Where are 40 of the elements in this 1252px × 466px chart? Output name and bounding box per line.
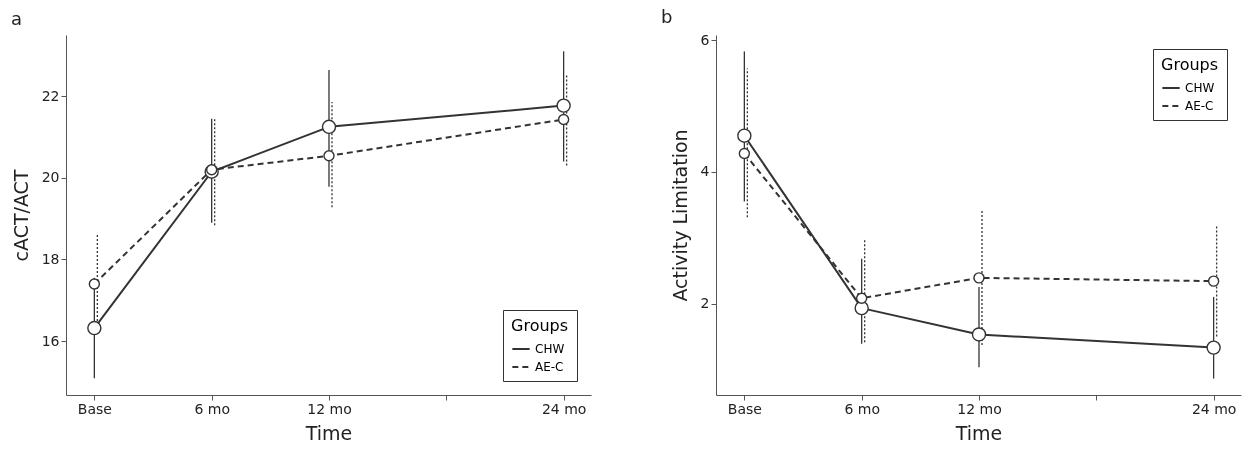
x-tick-label: 6 mo [844, 400, 880, 417]
x-tick-label: 24 mo [541, 400, 587, 417]
legend-label: AE-C [1185, 99, 1214, 113]
point [973, 272, 985, 284]
legend-label: CHW [535, 342, 565, 356]
y-tick-label: 18 [41, 250, 60, 267]
y-axis-title: cACT/ACT [9, 169, 32, 262]
legend-title: Groups [1161, 55, 1219, 74]
legend-label: AE-C [535, 360, 564, 374]
point [738, 147, 751, 160]
legend-title: Groups [511, 316, 569, 335]
x-tick-label: 12 mo [957, 400, 1002, 417]
point [88, 278, 101, 290]
point [855, 292, 868, 304]
x-tick-label: 6 mo [194, 400, 230, 417]
point [321, 119, 337, 135]
y-tick-label: 2 [700, 295, 710, 312]
point [556, 98, 571, 113]
x-tick-label: 24 mo [1191, 400, 1237, 417]
x-axis-title: Time [304, 421, 353, 444]
chart-title: a [11, 8, 23, 29]
chart-title: b [661, 6, 673, 28]
point [557, 113, 570, 126]
x-axis-title: Time [954, 421, 1003, 444]
x-tick-label: 12 mo [307, 400, 352, 417]
point [971, 327, 987, 342]
point [87, 320, 102, 336]
y-tick-label: 20 [41, 169, 60, 186]
point [1207, 275, 1220, 287]
x-tick-label: Base [77, 400, 112, 417]
y-tick-label: 6 [700, 31, 710, 48]
point [323, 150, 335, 162]
x-tick-label: Base [727, 400, 762, 417]
point [737, 128, 752, 143]
y-tick-label: 4 [700, 163, 710, 180]
y-axis-title: Activity Limitation [668, 129, 691, 302]
y-tick-label: 22 [41, 87, 60, 104]
point [1206, 340, 1221, 355]
y-tick-label: 16 [41, 332, 60, 349]
legend-label: CHW [1185, 81, 1215, 95]
